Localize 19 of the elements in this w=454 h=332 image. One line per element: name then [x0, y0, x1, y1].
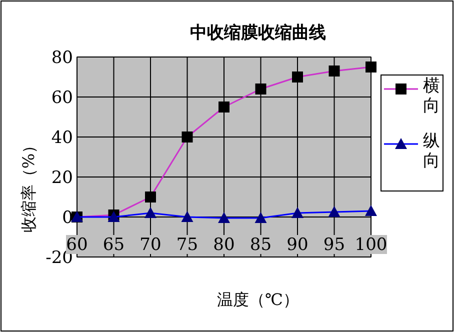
- x-tick-label: 80: [213, 235, 235, 255]
- x-axis-title: 温度（℃）: [217, 290, 299, 309]
- x-tick-label: 85: [250, 235, 272, 255]
- y-tick-label: 40: [51, 128, 73, 148]
- y-axis-title: 收缩率（%）: [19, 137, 38, 233]
- x-tick-label: 75: [176, 235, 198, 255]
- y-tick-label: 80: [51, 48, 73, 68]
- x-tick-label: 60: [66, 235, 88, 255]
- chart-title: 中收缩膜收缩曲线: [190, 23, 326, 43]
- x-tick-label: 95: [323, 235, 346, 255]
- y-tick-label: 20: [51, 168, 73, 188]
- x-tick-label: 70: [140, 235, 162, 255]
- legend-label: 横向: [423, 76, 440, 116]
- legend-label: 纵向: [423, 131, 440, 171]
- y-tick-label: 0: [62, 208, 73, 228]
- x-tick-label: 65: [102, 235, 125, 255]
- x-tick-label: 100: [354, 235, 388, 255]
- x-tick-label: 90: [286, 235, 308, 255]
- y-tick-label: 60: [51, 88, 73, 108]
